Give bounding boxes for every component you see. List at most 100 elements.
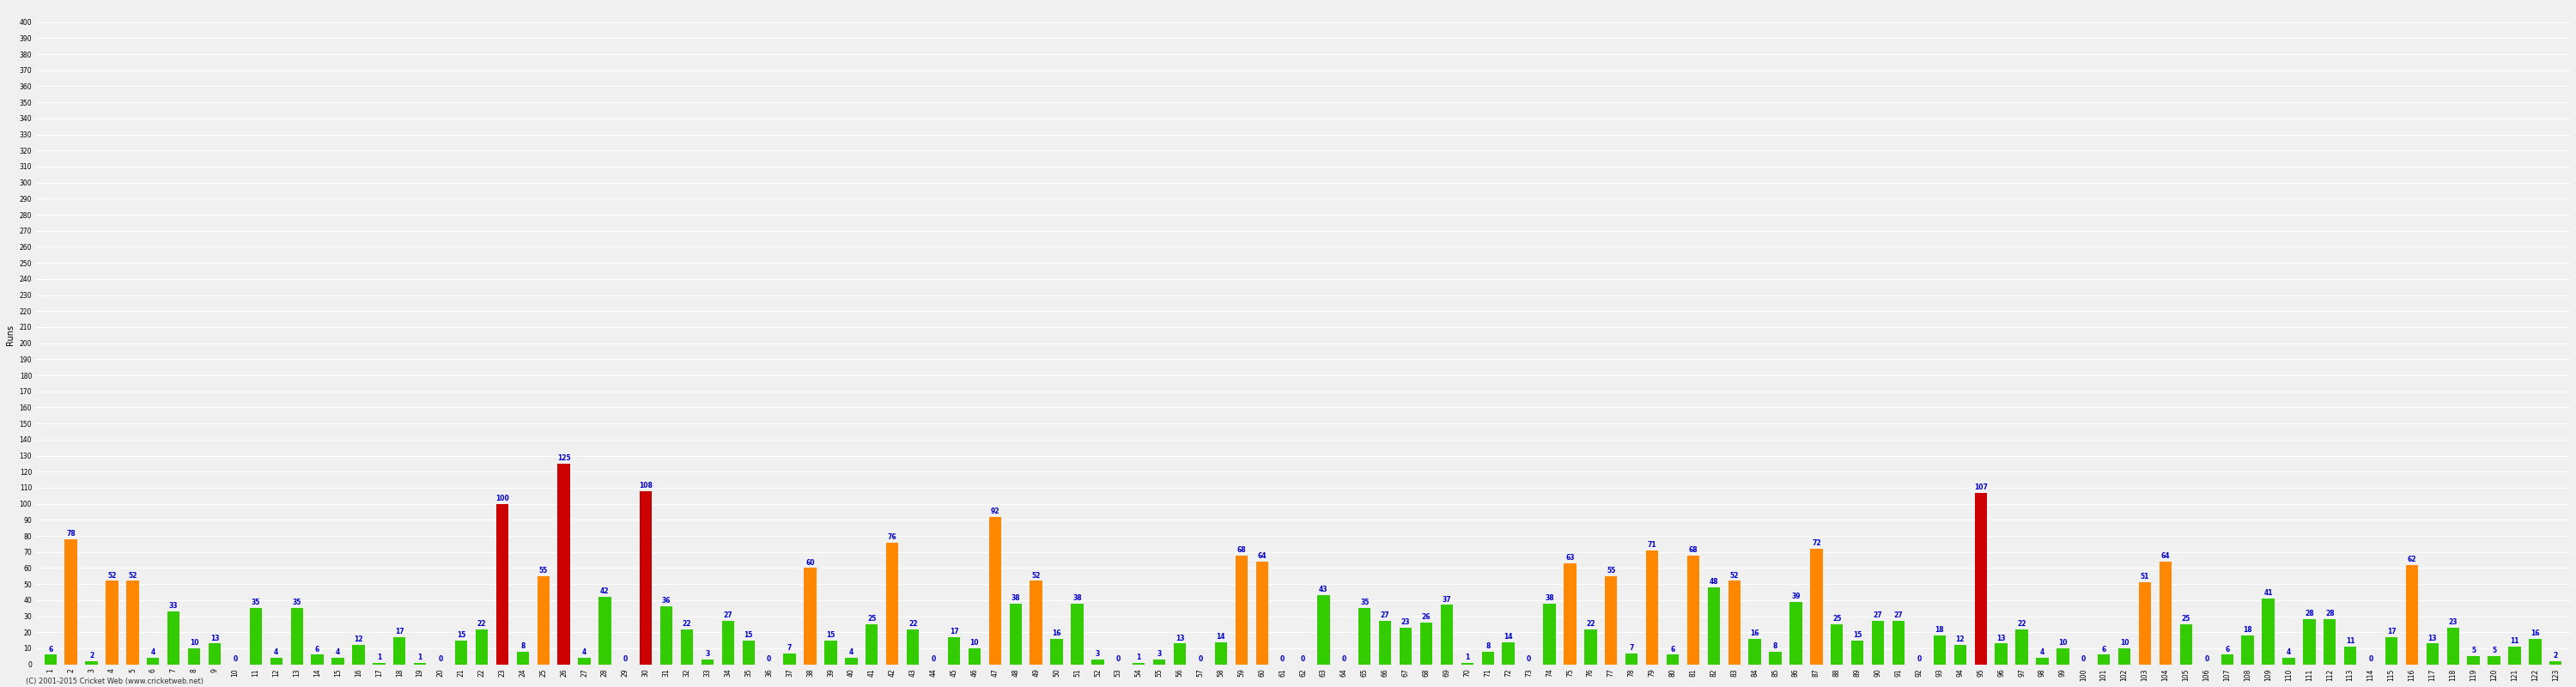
Text: 4: 4 [2287, 649, 2290, 656]
Bar [2035, 658, 2048, 664]
Bar [2241, 635, 2254, 664]
Text: 35: 35 [252, 599, 260, 607]
Bar [577, 658, 590, 664]
Text: 6: 6 [49, 646, 52, 653]
Text: 10: 10 [2120, 639, 2128, 646]
Bar [2530, 639, 2543, 664]
Bar [804, 568, 817, 664]
Text: 1: 1 [1136, 653, 1141, 661]
Text: 42: 42 [600, 587, 611, 596]
Text: 11: 11 [2347, 638, 2354, 645]
Text: 71: 71 [1649, 541, 1656, 549]
Bar [2406, 565, 2419, 664]
Text: 12: 12 [353, 635, 363, 644]
Text: 4: 4 [273, 649, 278, 656]
Text: 1: 1 [1466, 653, 1468, 661]
Bar [1175, 644, 1185, 664]
Text: 1: 1 [417, 653, 422, 661]
Bar [2221, 655, 2233, 664]
Bar [1873, 621, 1883, 664]
Text: 0: 0 [2205, 655, 2208, 663]
Bar [2488, 656, 2501, 664]
Bar [1072, 603, 1084, 664]
Bar [250, 608, 263, 664]
Bar [1030, 581, 1043, 664]
Text: 64: 64 [1257, 552, 1267, 560]
Text: 4: 4 [335, 649, 340, 656]
Bar [824, 640, 837, 664]
Text: 8: 8 [520, 642, 526, 650]
Text: 28: 28 [2326, 610, 2334, 618]
Text: 38: 38 [1546, 594, 1553, 602]
Bar [1811, 549, 1824, 664]
Text: 41: 41 [2264, 589, 2272, 597]
Bar [2282, 658, 2295, 664]
Text: 6: 6 [2226, 646, 2228, 653]
Text: 0: 0 [2367, 655, 2372, 663]
Text: 4: 4 [582, 649, 587, 656]
Text: 63: 63 [1566, 554, 1574, 562]
Bar [394, 637, 404, 664]
Bar [188, 649, 201, 664]
Bar [1257, 562, 1267, 664]
Text: 18: 18 [2244, 626, 2251, 634]
Bar [2550, 661, 2561, 664]
Bar [721, 621, 734, 664]
Bar [1358, 608, 1370, 664]
Bar [2344, 646, 2357, 664]
Bar [2056, 649, 2069, 664]
Bar [1976, 493, 1986, 664]
Text: 25: 25 [2182, 615, 2190, 622]
Bar [1708, 587, 1721, 664]
Bar [1852, 640, 1862, 664]
Bar [147, 658, 160, 664]
Text: 0: 0 [768, 655, 770, 663]
Bar [126, 581, 139, 664]
Bar [2427, 644, 2439, 664]
Text: 5: 5 [2491, 647, 2496, 655]
Text: 0: 0 [2081, 655, 2087, 663]
Bar [1790, 602, 1803, 664]
Text: 60: 60 [806, 559, 814, 567]
Bar [167, 611, 180, 664]
Text: 0: 0 [1528, 655, 1530, 663]
Bar [2262, 598, 2275, 664]
Text: 7: 7 [1628, 644, 1633, 651]
Bar [1378, 621, 1391, 664]
Text: 92: 92 [992, 507, 999, 515]
Text: 0: 0 [438, 655, 443, 663]
Text: 125: 125 [556, 454, 569, 462]
Text: 26: 26 [1422, 613, 1430, 621]
Bar [1994, 644, 2007, 664]
Bar [415, 663, 425, 664]
Bar [989, 517, 1002, 664]
Bar [1625, 653, 1638, 664]
Text: 52: 52 [1731, 572, 1739, 579]
Text: 8: 8 [1486, 642, 1489, 650]
Text: 0: 0 [1342, 655, 1347, 663]
Text: 33: 33 [170, 602, 178, 610]
Text: 68: 68 [1236, 546, 1247, 554]
Bar [270, 658, 283, 664]
Text: 55: 55 [1607, 567, 1615, 574]
Bar [907, 629, 920, 664]
Text: 1: 1 [376, 653, 381, 661]
Bar [1440, 605, 1453, 664]
Text: 6: 6 [314, 646, 319, 653]
Text: 3: 3 [1157, 651, 1162, 658]
Text: 23: 23 [2447, 618, 2458, 626]
Text: 17: 17 [2388, 628, 2396, 635]
Text: 10: 10 [971, 639, 979, 646]
Text: 27: 27 [724, 611, 732, 620]
Text: 16: 16 [1051, 629, 1061, 637]
Y-axis label: Runs: Runs [5, 325, 15, 346]
Bar [1092, 660, 1105, 664]
Bar [680, 629, 693, 664]
Text: 0: 0 [930, 655, 935, 663]
Bar [456, 640, 466, 664]
Text: 0: 0 [1280, 655, 1285, 663]
Bar [44, 655, 57, 664]
Bar [64, 539, 77, 664]
Bar [2138, 583, 2151, 664]
Bar [2117, 649, 2130, 664]
